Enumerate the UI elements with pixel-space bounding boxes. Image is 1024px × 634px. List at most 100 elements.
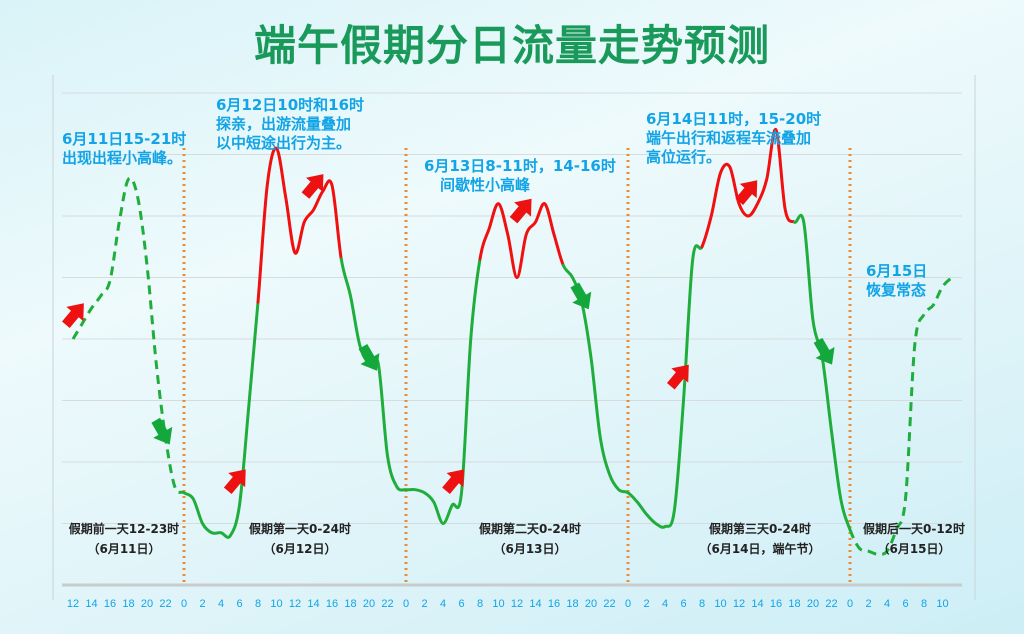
x-tick-label: 8 (477, 598, 483, 610)
day-label-date: （6月11日） (87, 542, 161, 556)
x-tick-label: 14 (751, 598, 763, 610)
up-arrow-icon (301, 174, 324, 199)
x-tick-label: 0 (181, 598, 187, 610)
x-tick-label: 16 (770, 598, 782, 610)
annotation-line: 以中短途出行为主。 (216, 134, 352, 152)
x-tick-label: 2 (421, 598, 427, 610)
peak-line-segment (478, 202, 565, 280)
peak-line-segment (700, 128, 796, 249)
up-arrow-shape (442, 469, 465, 494)
x-tick-label: 4 (440, 598, 446, 610)
annotation-line: 高位运行。 (646, 148, 722, 166)
up-arrow-icon (735, 180, 758, 205)
up-arrow-shape (509, 198, 532, 224)
x-tick-label: 20 (585, 598, 597, 610)
traffic-line-segment (793, 213, 852, 532)
x-tick-label: 10 (714, 598, 726, 610)
x-tick-label: 18 (788, 598, 800, 610)
day-label-name: 假期后一天0-12时 (862, 522, 966, 536)
x-tick-label: 10 (492, 598, 504, 610)
annotation-line: 间歇性小高峰 (440, 176, 531, 194)
x-tick-label: 18 (566, 598, 578, 610)
annotation-line: 探亲，出游流量叠加 (216, 115, 352, 133)
x-tick-label: 22 (825, 598, 837, 610)
down-arrow-shape (151, 417, 173, 445)
x-tick-label: 12 (511, 598, 523, 610)
day-label-0612: 假期第一天0-24时 （6月12日） (240, 519, 360, 559)
x-tick-label: 6 (458, 598, 464, 610)
down-arrow-shape (358, 343, 380, 371)
x-tick-label: 14 (307, 598, 319, 610)
x-tick-label: 4 (884, 598, 890, 610)
day-label-name: 假期前一天12-23时 (68, 522, 180, 536)
x-tick-label: 2 (199, 598, 205, 610)
x-tick-label: 16 (326, 598, 338, 610)
peak-line-segment (256, 146, 343, 304)
x-tick-label: 4 (662, 598, 668, 610)
up-arrow-shape (62, 303, 84, 328)
day-label-0611: 假期前一天12-23时 （6月11日） (62, 519, 186, 559)
down-arrow-icon (570, 282, 592, 310)
x-tick-label: 16 (548, 598, 560, 610)
x-tick-label: 18 (344, 598, 356, 610)
traffic-line-segment (182, 300, 260, 539)
annotation-0612: 6月12日10时和16时 探亲，出游流量叠加 以中短途出行为主。 (216, 96, 364, 153)
x-tick-label: 18 (122, 598, 134, 610)
day-label-date: （6月15日） (877, 542, 951, 556)
annotation-line: 恢复常态 (866, 281, 927, 299)
annotation-line: 6月13日8-11时，14-16时 (424, 157, 616, 175)
day-label-date: （6月12日） (263, 542, 337, 556)
up-arrow-icon (223, 469, 246, 494)
x-tick-label: 16 (104, 598, 116, 610)
annotation-line: 6月12日10时和16时 (216, 96, 365, 114)
x-tick-label: 8 (699, 598, 705, 610)
x-tick-label: 14 (529, 598, 541, 610)
x-tick-label: 22 (603, 598, 615, 610)
x-tick-label: 2 (643, 598, 649, 610)
annotation-line: 6月14日11时，15-20时 (646, 110, 822, 128)
up-arrow-shape (301, 174, 324, 199)
day-label-date: （6月13日） (493, 542, 567, 556)
x-tick-label: 22 (159, 598, 171, 610)
day-label-0613: 假期第二天0-24时 （6月13日） (470, 519, 590, 559)
up-arrow-shape (666, 364, 689, 390)
x-tick-label: 6 (680, 598, 686, 610)
up-arrow-icon (442, 469, 465, 494)
annotation-0611: 6月11日15-21时 出现出程小高峰。 (62, 130, 186, 168)
x-tick-label: 4 (218, 598, 224, 610)
x-tick-label: 22 (381, 598, 393, 610)
x-tick-label: 8 (921, 598, 927, 610)
day-label-name: 假期第二天0-24时 (478, 522, 582, 536)
down-arrow-icon (813, 337, 835, 365)
annotation-0615: 6月15日 恢复常态 (866, 262, 927, 300)
down-arrow-icon (358, 343, 380, 371)
x-tick-label: 0 (625, 598, 631, 610)
up-arrow-icon (62, 303, 84, 328)
x-tick-label: 20 (141, 598, 153, 610)
down-arrow-shape (570, 282, 592, 310)
traffic-line-segment (339, 257, 482, 525)
x-tick-label: 14 (85, 598, 97, 610)
up-arrow-icon (509, 198, 532, 224)
x-tick-label: 10 (270, 598, 282, 610)
down-arrow-icon (151, 417, 173, 445)
day-label-0615: 假期后一天0-12时 （6月15日） (852, 519, 976, 559)
annotation-line: 端午出行和返程车流叠加 (646, 129, 812, 147)
x-tick-label: 10 (936, 598, 948, 610)
x-tick-label: 2 (865, 598, 871, 610)
x-tick-label: 20 (807, 598, 819, 610)
day-label-date: （6月14日，端午节） (699, 542, 821, 556)
annotation-0613: 6月13日8-11时，14-16时 间歇性小高峰 (424, 157, 616, 195)
x-tick-label: 6 (902, 598, 908, 610)
day-label-0614: 假期第三天0-24时 （6月14日，端午节） (690, 519, 830, 559)
x-tick-label: 8 (255, 598, 261, 610)
day-label-name: 假期第三天0-24时 (708, 522, 812, 536)
annotation-line: 6月15日 (866, 262, 928, 280)
traffic-line-segment (561, 244, 704, 529)
x-tick-label: 0 (403, 598, 409, 610)
x-tick-label: 20 (363, 598, 375, 610)
x-tick-label: 6 (236, 598, 242, 610)
chart-title: 端午假期分日流量走势预测 (253, 21, 770, 70)
day-label-name: 假期第一天0-24时 (248, 522, 352, 536)
